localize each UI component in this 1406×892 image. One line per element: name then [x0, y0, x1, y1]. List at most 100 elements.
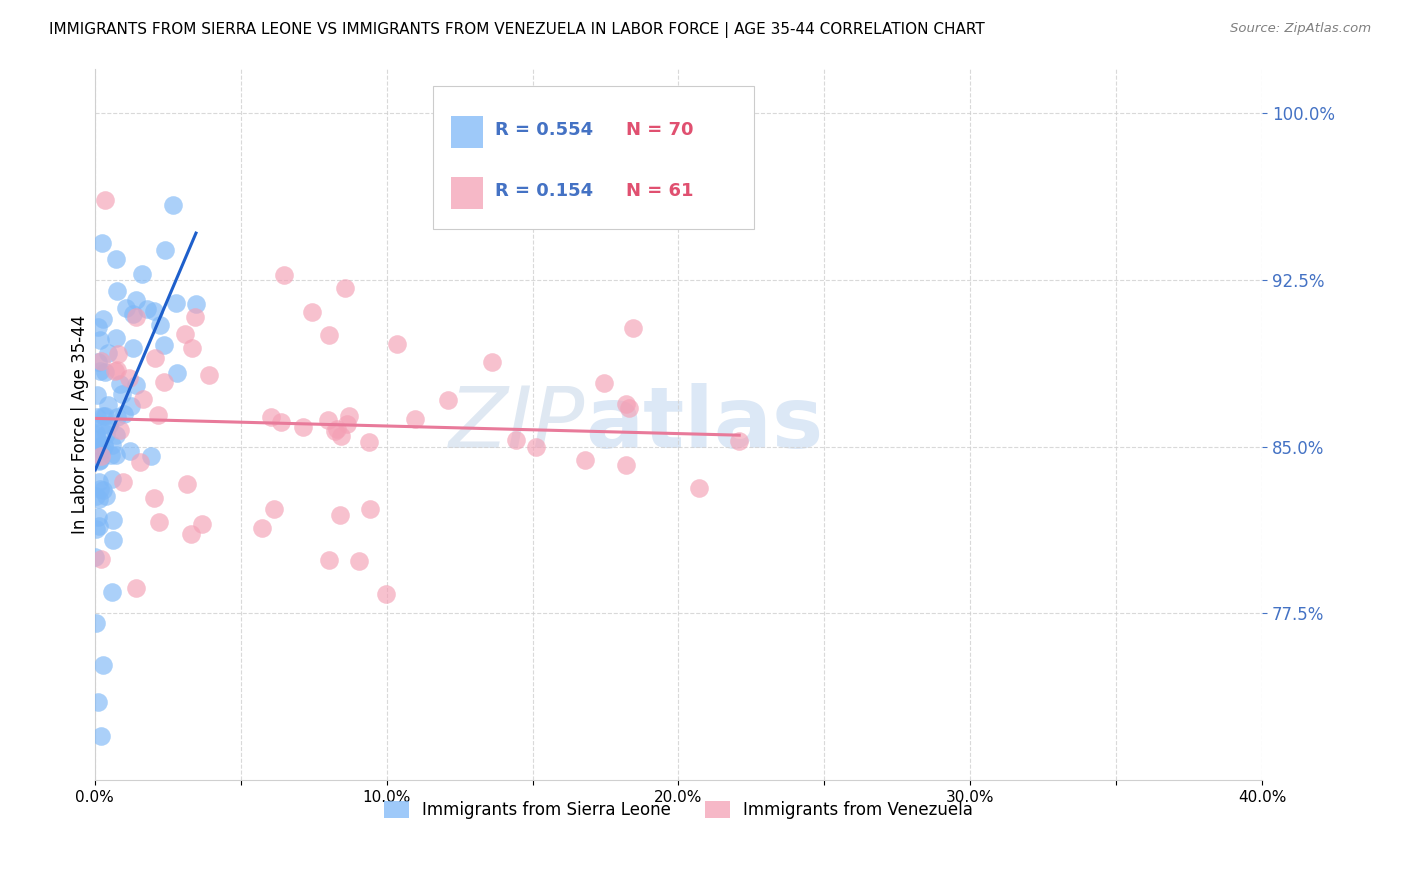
- Point: [121, 307, 143, 321]
- Point: [176, 476, 198, 491]
- Point: [252, 521, 274, 535]
- Point: [93, 193, 115, 207]
- Point: [166, 367, 188, 381]
- Point: [125, 293, 148, 307]
- Point: [526, 440, 548, 454]
- Point: [143, 304, 166, 318]
- Point: [89, 333, 111, 347]
- Point: [97, 346, 120, 360]
- Point: [97, 397, 120, 411]
- Point: [273, 268, 295, 282]
- Point: [96, 426, 118, 441]
- Point: [181, 342, 204, 356]
- Point: [105, 331, 128, 345]
- Point: [89, 491, 111, 506]
- Point: [131, 267, 153, 281]
- Point: [84, 615, 107, 630]
- Text: R = 0.154: R = 0.154: [495, 182, 593, 201]
- Legend: Immigrants from Sierra Leone, Immigrants from Venezuela: Immigrants from Sierra Leone, Immigrants…: [377, 794, 980, 825]
- Point: [292, 420, 315, 434]
- Point: [329, 508, 352, 522]
- Point: [385, 337, 408, 351]
- Bar: [451, 178, 484, 209]
- Text: N = 70: N = 70: [626, 121, 693, 139]
- Point: [89, 439, 111, 453]
- Point: [105, 284, 128, 298]
- Point: [146, 408, 169, 422]
- Point: [105, 448, 128, 462]
- Point: [593, 376, 616, 390]
- Point: [90, 417, 112, 432]
- Point: [318, 553, 340, 567]
- Point: [174, 326, 197, 341]
- Point: [94, 489, 117, 503]
- Point: [165, 296, 187, 310]
- Point: [91, 657, 114, 672]
- Point: [153, 243, 176, 257]
- Point: [112, 407, 135, 421]
- Text: atlas: atlas: [585, 383, 824, 466]
- Point: [505, 433, 527, 447]
- Point: [614, 458, 637, 472]
- Point: [688, 481, 710, 495]
- Point: [617, 401, 640, 415]
- Point: [86, 432, 108, 446]
- Point: [148, 516, 170, 530]
- Point: [103, 533, 125, 548]
- Point: [621, 320, 644, 334]
- Point: [359, 502, 381, 516]
- Point: [153, 375, 176, 389]
- Point: [91, 311, 114, 326]
- Text: R = 0.554: R = 0.554: [495, 121, 593, 139]
- Point: [89, 453, 111, 467]
- Point: [98, 417, 121, 432]
- Point: [136, 301, 159, 316]
- Point: [125, 581, 148, 595]
- Bar: [451, 116, 484, 148]
- Point: [318, 328, 340, 343]
- Point: [89, 364, 111, 378]
- Point: [87, 355, 110, 369]
- Point: [86, 388, 108, 402]
- Point: [180, 526, 202, 541]
- Point: [93, 438, 115, 452]
- Point: [90, 449, 112, 463]
- Point: [114, 301, 136, 315]
- Point: [86, 522, 108, 536]
- Point: [87, 519, 110, 533]
- Point: [91, 483, 114, 497]
- Point: [125, 310, 148, 324]
- Point: [162, 198, 184, 212]
- Point: [481, 355, 503, 369]
- Point: [108, 423, 131, 437]
- Point: [120, 399, 142, 413]
- Point: [108, 377, 131, 392]
- Point: [84, 427, 107, 442]
- Point: [337, 409, 360, 423]
- Point: [318, 413, 340, 427]
- Point: [118, 371, 141, 385]
- Point: [111, 387, 134, 401]
- Text: N = 61: N = 61: [626, 182, 693, 201]
- Text: ZIP: ZIP: [449, 383, 585, 466]
- FancyBboxPatch shape: [433, 87, 754, 228]
- Point: [101, 472, 124, 486]
- Point: [104, 364, 127, 378]
- Point: [91, 235, 114, 250]
- Point: [87, 475, 110, 489]
- Point: [143, 491, 166, 505]
- Point: [139, 449, 162, 463]
- Point: [149, 318, 172, 333]
- Point: [125, 378, 148, 392]
- Point: [184, 297, 207, 311]
- Point: [86, 695, 108, 709]
- Point: [184, 310, 207, 325]
- Point: [84, 549, 107, 564]
- Point: [333, 281, 356, 295]
- Point: [100, 449, 122, 463]
- Point: [94, 409, 117, 424]
- Text: IMMIGRANTS FROM SIERRA LEONE VS IMMIGRANTS FROM VENEZUELA IN LABOR FORCE | AGE 3: IMMIGRANTS FROM SIERRA LEONE VS IMMIGRAN…: [49, 22, 986, 38]
- Point: [101, 513, 124, 527]
- Point: [357, 434, 380, 449]
- Point: [198, 368, 221, 383]
